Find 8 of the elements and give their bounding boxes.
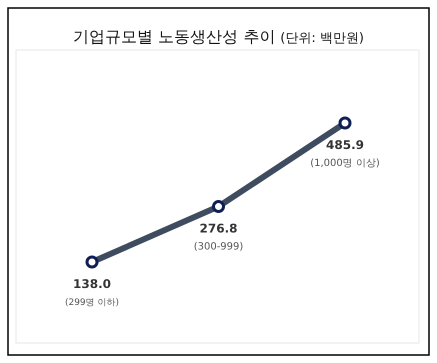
text: (299명 이하) bbox=[64, 298, 120, 308]
data-label: 138.0 bbox=[73, 277, 111, 291]
annotation: (300-999) bbox=[194, 242, 244, 253]
data-label: 485.9 bbox=[326, 138, 364, 152]
annotation: (1,000명 이상) bbox=[310, 158, 380, 169]
chart-title: 기업규모별 노동생산성 추이 bbox=[73, 27, 276, 46]
data-label: 276.8 bbox=[200, 222, 238, 236]
chart-subtitle: (단위: 백만원) bbox=[280, 31, 364, 46]
